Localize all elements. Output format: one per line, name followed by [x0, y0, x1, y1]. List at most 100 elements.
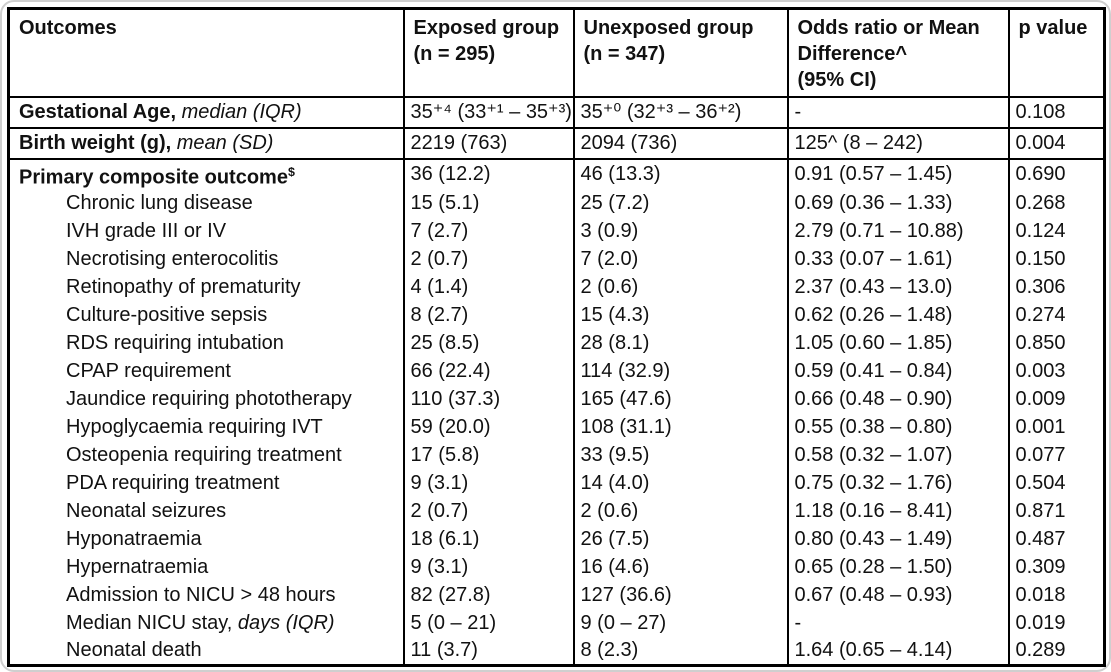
cell-unexposed: 35⁺⁰ (32⁺³ – 36⁺²) [572, 96, 789, 129]
cell-unexposed: 165 (47.6) [572, 385, 789, 414]
cell-p-value: 0.268 [1007, 189, 1106, 218]
col-header-sub: (95% CI) [797, 69, 877, 91]
cell-unexposed: 33 (9.5) [572, 441, 789, 470]
col-header-label: Unexposed group [583, 17, 754, 39]
cell-p-value: 0.001 [1007, 413, 1106, 442]
cell-unexposed: 3 (0.9) [572, 217, 789, 246]
cell-unexposed: 2 (0.6) [572, 273, 789, 302]
outcome-label: Hypoglycaemia requiring IVT [7, 413, 405, 442]
table-header: Outcomes Exposed group (n = 295) Unexpos… [7, 8, 1106, 98]
cell-exposed: 59 (20.0) [402, 413, 575, 442]
cell-unexposed: 25 (7.2) [572, 189, 789, 218]
cell-p-value: 0.306 [1007, 273, 1106, 302]
cell-unexposed: 9 (0 – 27) [572, 609, 789, 638]
cell-or-md: 2.79 (0.71 – 10.88) [786, 217, 1010, 246]
cell-or-md: - [786, 96, 1010, 129]
cell-unexposed: 26 (7.5) [572, 525, 789, 554]
col-header-label: Exposed group [413, 17, 560, 39]
outcome-row: Median NICU stay, days (IQR) 5 (0 – 21) 9 … [7, 609, 1106, 638]
cell-unexposed: 8 (2.3) [572, 637, 789, 666]
cell-or-md: 0.80 (0.43 – 1.49) [786, 525, 1010, 554]
cell-exposed: 110 (37.3) [402, 385, 575, 414]
cell-exposed: 66 (22.4) [402, 357, 575, 386]
cell-or-md: 0.75 (0.32 – 1.76) [786, 469, 1010, 498]
cell-exposed: 35⁺⁴ (33⁺¹ – 35⁺³) [402, 96, 575, 129]
cell-or-md: 2.37 (0.43 – 13.0) [786, 273, 1010, 302]
outcome-label: Osteopenia requiring treatment [7, 441, 405, 470]
cell-p-value: 0.487 [1007, 525, 1106, 554]
cell-exposed: 9 (3.1) [402, 469, 575, 498]
outcome-row: Gestational Age, median (IQR) 35⁺⁴ (33⁺¹ … [7, 96, 1106, 129]
outcome-row: PDA requiring treatment 9 (3.1) 14 (4.0) 0.… [7, 469, 1106, 498]
outcome-row: Necrotising enterocolitis 2 (0.7) 7 (2.0) 0… [7, 245, 1106, 274]
cell-unexposed: 2 (0.6) [572, 497, 789, 526]
table-body: Gestational Age, median (IQR) 35⁺⁴ (33⁺¹ … [7, 96, 1106, 666]
outcome-row: Culture-positive sepsis 8 (2.7) 15 (4.3) 0.… [7, 301, 1106, 330]
outcome-label: Birth weight (g), mean (SD) [7, 127, 405, 160]
col-header-unexposed: Unexposed group (n = 347) [572, 8, 789, 98]
col-header-sub: (n = 347) [583, 43, 666, 65]
cell-exposed: 7 (2.7) [402, 217, 575, 246]
outcome-label: IVH grade III or IV [7, 217, 405, 246]
cell-or-md: 0.58 (0.32 – 1.07) [786, 441, 1010, 470]
cell-or-md: 1.18 (0.16 – 8.41) [786, 497, 1010, 526]
outcome-label: CPAP requirement [7, 357, 405, 386]
outcome-label: Gestational Age, median (IQR) [7, 96, 405, 129]
outcome-row: Hypoglycaemia requiring IVT 59 (20.0) 108 … [7, 413, 1106, 442]
cell-exposed: 4 (1.4) [402, 273, 575, 302]
cell-p-value: 0.690 [1007, 158, 1106, 190]
outcome-row: Retinopathy of prematurity 4 (1.4) 2 (0.6)… [7, 273, 1106, 302]
cell-p-value: 0.009 [1007, 385, 1106, 414]
cell-exposed: 11 (3.7) [402, 637, 575, 666]
cell-unexposed: 7 (2.0) [572, 245, 789, 274]
cell-or-md: 0.66 (0.48 – 0.90) [786, 385, 1010, 414]
cell-exposed: 15 (5.1) [402, 189, 575, 218]
outcome-label: Neonatal death [7, 637, 405, 666]
outcome-row: Hyponatraemia 18 (6.1) 26 (7.5) 0.80 (0.43 … [7, 525, 1106, 554]
outcome-row: Primary composite outcome$ 36 (12.2) 46 (1… [7, 158, 1106, 190]
outcomes-table: Outcomes Exposed group (n = 295) Unexpos… [7, 7, 1106, 667]
col-header-p-value: p value [1007, 8, 1106, 98]
outcome-label: Admission to NICU > 48 hours [7, 581, 405, 610]
cell-exposed: 17 (5.8) [402, 441, 575, 470]
cell-exposed: 18 (6.1) [402, 525, 575, 554]
cell-p-value: 0.019 [1007, 609, 1106, 638]
cell-p-value: 0.077 [1007, 441, 1106, 470]
outcome-label: Necrotising enterocolitis [7, 245, 405, 274]
cell-p-value: 0.108 [1007, 96, 1106, 129]
cell-or-md: 1.64 (0.65 – 4.14) [786, 637, 1010, 666]
cell-p-value: 0.004 [1007, 127, 1106, 160]
cell-p-value: 0.124 [1007, 217, 1106, 246]
cell-unexposed: 127 (36.6) [572, 581, 789, 610]
cell-or-md: 0.67 (0.48 – 0.93) [786, 581, 1010, 610]
cell-exposed: 9 (3.1) [402, 553, 575, 582]
cell-or-md: 0.69 (0.36 – 1.33) [786, 189, 1010, 218]
cell-or-md: 0.59 (0.41 – 0.84) [786, 357, 1010, 386]
cell-unexposed: 28 (8.1) [572, 329, 789, 358]
cell-exposed: 2219 (763) [402, 127, 575, 160]
cell-or-md: 0.65 (0.28 – 1.50) [786, 553, 1010, 582]
cell-exposed: 25 (8.5) [402, 329, 575, 358]
cell-exposed: 8 (2.7) [402, 301, 575, 330]
outcome-row: Chronic lung disease 15 (5.1) 25 (7.2) 0.69… [7, 189, 1106, 218]
cell-exposed: 2 (0.7) [402, 245, 575, 274]
outcome-row: Admission to NICU > 48 hours 82 (27.8) 127… [7, 581, 1106, 610]
outcome-label: Primary composite outcome$ [7, 158, 405, 190]
cell-unexposed: 14 (4.0) [572, 469, 789, 498]
cell-p-value: 0.850 [1007, 329, 1106, 358]
outcome-label: RDS requiring intubation [7, 329, 405, 358]
outcome-label: Hyponatraemia [7, 525, 405, 554]
cell-p-value: 0.309 [1007, 553, 1106, 582]
cell-or-md: 0.62 (0.26 – 1.48) [786, 301, 1010, 330]
cell-p-value: 0.274 [1007, 301, 1106, 330]
outcome-label: Retinopathy of prematurity [7, 273, 405, 302]
cell-or-md: 0.33 (0.07 – 1.61) [786, 245, 1010, 274]
outcome-row: Hypernatraemia 9 (3.1) 16 (4.6) 0.65 (0.28 … [7, 553, 1106, 582]
cell-or-md: 1.05 (0.60 – 1.85) [786, 329, 1010, 358]
cell-p-value: 0.289 [1007, 637, 1106, 666]
outcome-row: Neonatal seizures 2 (0.7) 2 (0.6) 1.18 (0.1… [7, 497, 1106, 526]
outcome-label: Chronic lung disease [7, 189, 405, 218]
cell-exposed: 36 (12.2) [402, 158, 575, 190]
outcome-label: PDA requiring treatment [7, 469, 405, 498]
cell-unexposed: 2094 (736) [572, 127, 789, 160]
